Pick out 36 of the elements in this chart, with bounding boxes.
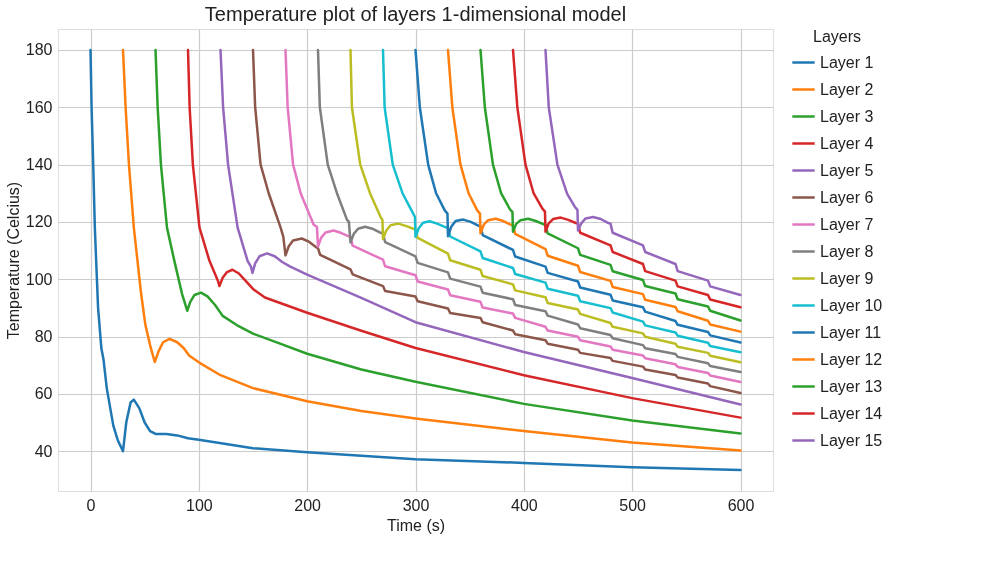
legend-label: Layer 13 bbox=[820, 377, 883, 395]
x-tick-label: 0 bbox=[86, 496, 96, 514]
y-tick-label: 40 bbox=[34, 442, 53, 460]
legend-label: Layer 11 bbox=[820, 323, 882, 341]
y-axis-title: Temperature (Celcius) bbox=[4, 181, 22, 340]
x-tick-label: 600 bbox=[727, 496, 755, 514]
line-series bbox=[544, 48, 742, 297]
legend-label: Layer 10 bbox=[820, 296, 883, 314]
y-tick-label: 140 bbox=[25, 156, 53, 174]
y-tick-label: 100 bbox=[25, 270, 53, 288]
legend-label: Layer 8 bbox=[820, 242, 874, 260]
y-tick-label: 80 bbox=[34, 328, 53, 346]
x-tick-label: 500 bbox=[619, 496, 647, 514]
x-tick-label: 400 bbox=[510, 496, 538, 514]
legend-label: Layer 14 bbox=[820, 404, 883, 422]
legend-label: Layer 4 bbox=[820, 134, 874, 152]
legend-label: Layer 1 bbox=[820, 53, 874, 71]
x-tick-label: 300 bbox=[402, 496, 430, 514]
y-tick-label: 120 bbox=[25, 213, 53, 231]
chart-title: Temperature plot of layers 1-dimensional model bbox=[204, 3, 627, 25]
legend-title: Layers bbox=[812, 28, 862, 45]
x-tick-label: 100 bbox=[185, 496, 213, 514]
y-tick-label: 60 bbox=[34, 385, 53, 403]
x-axis-title: Time (s) bbox=[386, 516, 446, 534]
legend-label: Layer 2 bbox=[820, 80, 874, 98]
legend-label: Layer 6 bbox=[820, 188, 874, 206]
legend-label: Layer 12 bbox=[820, 350, 883, 368]
y-tick-label: 180 bbox=[25, 41, 53, 59]
legend-label: Layer 5 bbox=[820, 161, 874, 179]
legend-label: Layer 9 bbox=[820, 269, 874, 287]
legend-label: Layer 3 bbox=[820, 107, 874, 125]
x-tick-label: 200 bbox=[294, 496, 322, 514]
legend-label: Layer 15 bbox=[820, 431, 883, 449]
y-tick-label: 160 bbox=[25, 98, 53, 116]
legend-label: Layer 7 bbox=[820, 215, 874, 233]
line-series bbox=[511, 48, 742, 309]
